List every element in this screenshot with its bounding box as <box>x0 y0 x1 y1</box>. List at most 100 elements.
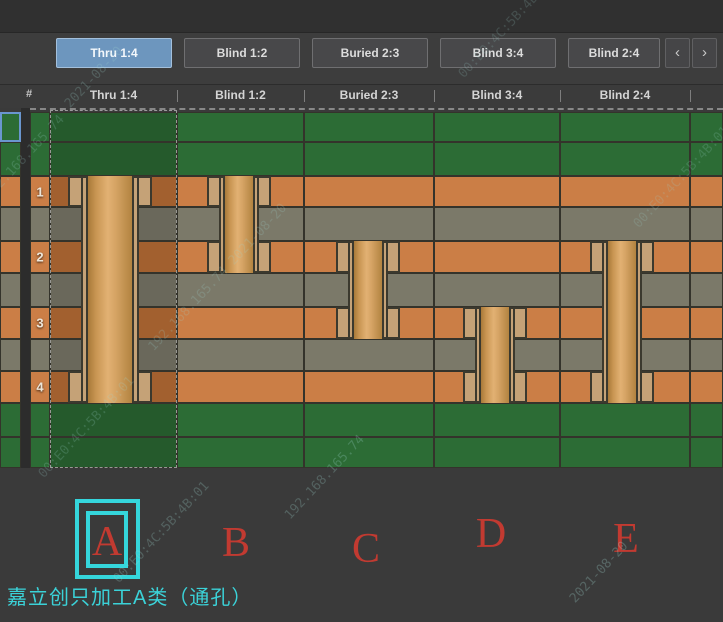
row-strip-index-d1 <box>30 207 50 241</box>
row-strip-left-d3 <box>0 339 21 371</box>
layer-number-4: 4 <box>36 379 44 395</box>
row-strip-index-g1 <box>30 112 50 142</box>
layer-number-2: 2 <box>36 249 44 265</box>
layer-cell <box>177 403 304 437</box>
next-tab-button[interactable]: › <box>692 38 717 68</box>
row-strip-index-d2 <box>30 273 50 307</box>
row-strip-index-l1 <box>30 176 50 207</box>
layer-cell <box>304 112 434 142</box>
highlight-outer-square <box>75 499 140 579</box>
table-header-bar <box>0 84 723 108</box>
layer-cell <box>434 273 560 307</box>
row-strip-left-d2 <box>0 273 21 307</box>
row-strip-left-l4 <box>0 371 21 403</box>
highlight-inner-square <box>86 511 128 568</box>
layer-cell <box>434 403 560 437</box>
tab-buried-2-3[interactable]: Buried 2:3 <box>312 38 428 68</box>
row-strip-index-d3 <box>30 339 50 371</box>
header-separator <box>690 90 691 102</box>
column-header-blind-2-4: Blind 2:4 <box>599 88 651 102</box>
layer-number-1: 1 <box>36 184 44 199</box>
layer-cell <box>560 142 690 176</box>
row-strip-left-g2 <box>0 142 21 176</box>
row-strip-index-l4 <box>30 371 50 403</box>
via-column-blind-2-4[interactable] <box>560 110 690 468</box>
layer-cell <box>434 207 560 241</box>
via-column-buried-2-3[interactable] <box>304 110 434 468</box>
layer-cell <box>177 339 304 371</box>
row-strip-index-l2 <box>30 241 50 273</box>
top-strip <box>0 0 723 33</box>
layer-cell <box>434 437 560 468</box>
via-column-thru-1-4[interactable] <box>50 110 177 468</box>
layer-cell <box>690 241 723 273</box>
layer-cell <box>690 371 723 403</box>
layer-cell <box>177 112 304 142</box>
tab-blind-2-4[interactable]: Blind 2:4 <box>568 38 660 68</box>
column-header-blind-3-4: Blind 3:4 <box>471 88 523 102</box>
index-column-header: # <box>26 88 33 100</box>
row-strip-left-g3 <box>0 403 21 437</box>
row-strip-index-g4 <box>30 437 50 468</box>
row-strip-left-l3 <box>0 307 21 339</box>
tab-blind-3-4[interactable]: Blind 3:4 <box>440 38 556 68</box>
layer-cell <box>690 307 723 339</box>
layer-cell <box>177 437 304 468</box>
layer-cell <box>690 403 723 437</box>
via-barrel-blind-1-2 <box>223 176 255 273</box>
via-class-letter-b: B <box>221 520 251 566</box>
row-strip-left-g4 <box>0 437 21 468</box>
via-class-letter-e: E <box>613 516 639 562</box>
selected-cell-outline <box>0 112 21 142</box>
row-strip-index-l3 <box>30 307 50 339</box>
via-class-letter-a: A <box>91 519 123 565</box>
layer-cell <box>690 207 723 241</box>
layer-cell <box>50 403 177 437</box>
column-header-buried-2-3: Buried 2:3 <box>339 88 399 102</box>
layer-cell <box>50 142 177 176</box>
layer-number-3: 3 <box>36 315 44 331</box>
jlc-note-text: 嘉立创只加工A类（通孔） <box>7 587 253 609</box>
layer-cell <box>177 273 304 307</box>
via-barrel-blind-2-4 <box>606 241 638 403</box>
layer-cell <box>434 112 560 142</box>
via-barrel-buried-2-3 <box>352 241 384 339</box>
tab-thru-1-4[interactable]: Thru 1:4 <box>56 38 172 68</box>
layer-cell <box>304 371 434 403</box>
prev-tab-button[interactable]: ‹ <box>665 38 690 68</box>
row-strip-left-d1 <box>0 207 21 241</box>
via-barrel-blind-3-4 <box>479 307 511 403</box>
layer-cell <box>304 207 434 241</box>
layer-cell <box>434 176 560 207</box>
layer-cell <box>177 142 304 176</box>
row-strip-left-l2 <box>0 241 21 273</box>
layer-cell <box>560 207 690 241</box>
tab-blind-1-2[interactable]: Blind 1:2 <box>184 38 300 68</box>
layer-cell <box>560 403 690 437</box>
row-strip-left-l1 <box>0 176 21 207</box>
header-separator <box>304 90 305 102</box>
column-header-thru-1-4: Thru 1:4 <box>89 88 138 102</box>
diagram-top-dashed-line <box>30 108 723 110</box>
layer-cell <box>304 339 434 371</box>
via-class-letter-c: C <box>351 526 381 572</box>
vertical-separator-band <box>21 108 30 468</box>
via-column-blind-1-2[interactable] <box>177 110 304 468</box>
header-separator <box>177 90 178 102</box>
row-strip-index-g3 <box>30 403 50 437</box>
column-header-blind-1-2: Blind 1:2 <box>215 88 266 102</box>
layer-cell <box>304 437 434 468</box>
layer-cell <box>560 176 690 207</box>
header-separator <box>434 90 435 102</box>
row-strip-index-g2 <box>30 142 50 176</box>
via-column-blind-3-4[interactable] <box>434 110 560 468</box>
layer-cell <box>177 371 304 403</box>
layer-cell <box>434 241 560 273</box>
via-class-letter-d: D <box>475 511 507 557</box>
header-separator <box>560 90 561 102</box>
layer-cell <box>560 437 690 468</box>
selected-column-outline <box>50 110 177 468</box>
